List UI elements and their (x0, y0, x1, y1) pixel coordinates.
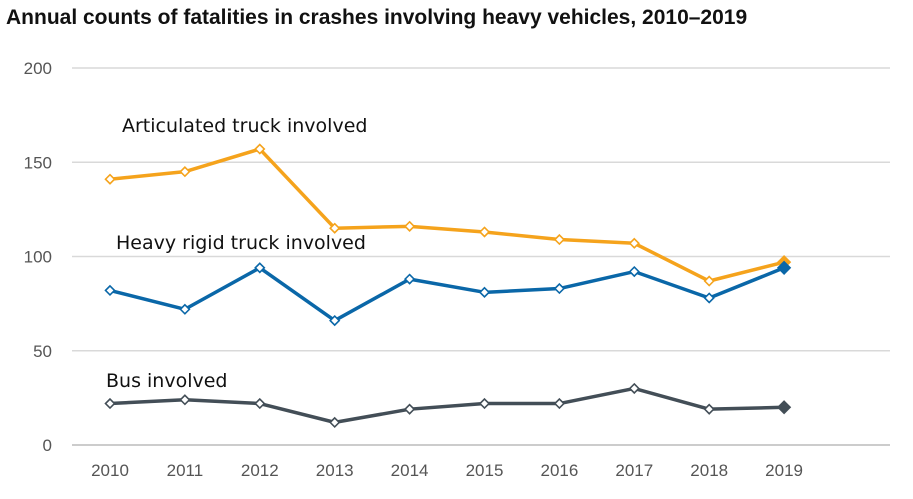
x-tick-label: 2015 (466, 461, 504, 480)
data-point-marker (478, 397, 491, 410)
data-point-marker (776, 400, 792, 415)
series-label: Articulated truck involved (122, 115, 367, 137)
data-point-marker (254, 262, 266, 274)
data-point-marker (329, 222, 341, 234)
y-tick-label: 100 (24, 248, 52, 267)
x-tick-label: 2011 (167, 461, 204, 480)
data-point-marker (628, 237, 640, 249)
data-point-marker (703, 275, 715, 287)
series-label: Heavy rigid truck involved (116, 232, 366, 254)
series-line (109, 386, 785, 425)
data-point-marker (104, 397, 116, 410)
data-point-marker (104, 284, 116, 297)
y-tick-label: 200 (24, 59, 52, 78)
x-tick-label: 2017 (615, 461, 653, 480)
data-point-marker (553, 233, 566, 246)
y-tick-label: 50 (33, 342, 52, 361)
data-point-marker (329, 314, 341, 327)
y-tick-label: 0 (43, 436, 52, 455)
x-tick-label: 2012 (241, 461, 279, 480)
data-point-marker (776, 260, 792, 275)
data-point-marker (104, 173, 116, 185)
x-tick-label: 2019 (765, 461, 803, 480)
data-point-marker (403, 273, 416, 285)
y-tick-label: 150 (24, 153, 52, 172)
series-line (109, 147, 785, 283)
data-point-marker (403, 220, 416, 232)
data-point-marker (179, 394, 191, 406)
x-tick-label: 2010 (91, 461, 129, 480)
data-point-marker (329, 416, 341, 429)
data-point-marker (703, 292, 715, 304)
chart-title: Annual counts of fatalities in crashes i… (6, 6, 748, 29)
data-point-marker (553, 397, 566, 410)
data-point-marker (628, 265, 640, 278)
data-point-marker (179, 166, 191, 178)
data-point-marker (403, 403, 416, 415)
data-point-marker (478, 286, 491, 298)
data-point-marker (478, 226, 491, 238)
data-point-marker (254, 397, 266, 410)
x-tick-label: 2016 (540, 461, 578, 480)
data-point-marker (628, 382, 640, 395)
series-label: Bus involved (106, 370, 227, 392)
data-point-marker (179, 303, 191, 315)
data-point-marker (254, 143, 266, 155)
series-line (109, 266, 785, 323)
data-point-marker (553, 282, 566, 295)
x-tick-label: 2013 (316, 461, 354, 480)
data-point-marker (703, 403, 715, 415)
x-tick-label: 2018 (690, 461, 728, 480)
x-tick-label: 2014 (391, 461, 429, 480)
